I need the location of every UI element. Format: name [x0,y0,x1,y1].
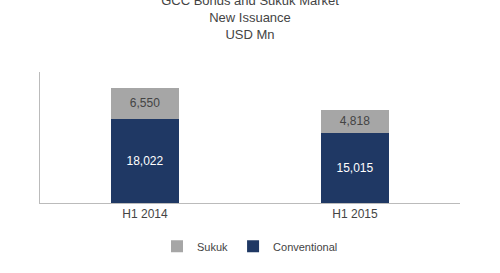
svg-text:Sukuk: Sukuk [197,241,228,253]
svg-text:H1 2014: H1 2014 [122,207,168,221]
svg-text:GCC Bonds and Sukuk MarketNew: GCC Bonds and Sukuk MarketNew IssuanceUS… [161,0,339,42]
svg-text:H1 2015: H1 2015 [332,207,378,221]
svg-text:18,022: 18,022 [126,154,163,168]
svg-text:6,550: 6,550 [130,96,160,110]
svg-text:4,818: 4,818 [340,114,370,128]
svg-text:Conventional: Conventional [273,241,337,253]
svg-text:15,015: 15,015 [336,161,373,175]
